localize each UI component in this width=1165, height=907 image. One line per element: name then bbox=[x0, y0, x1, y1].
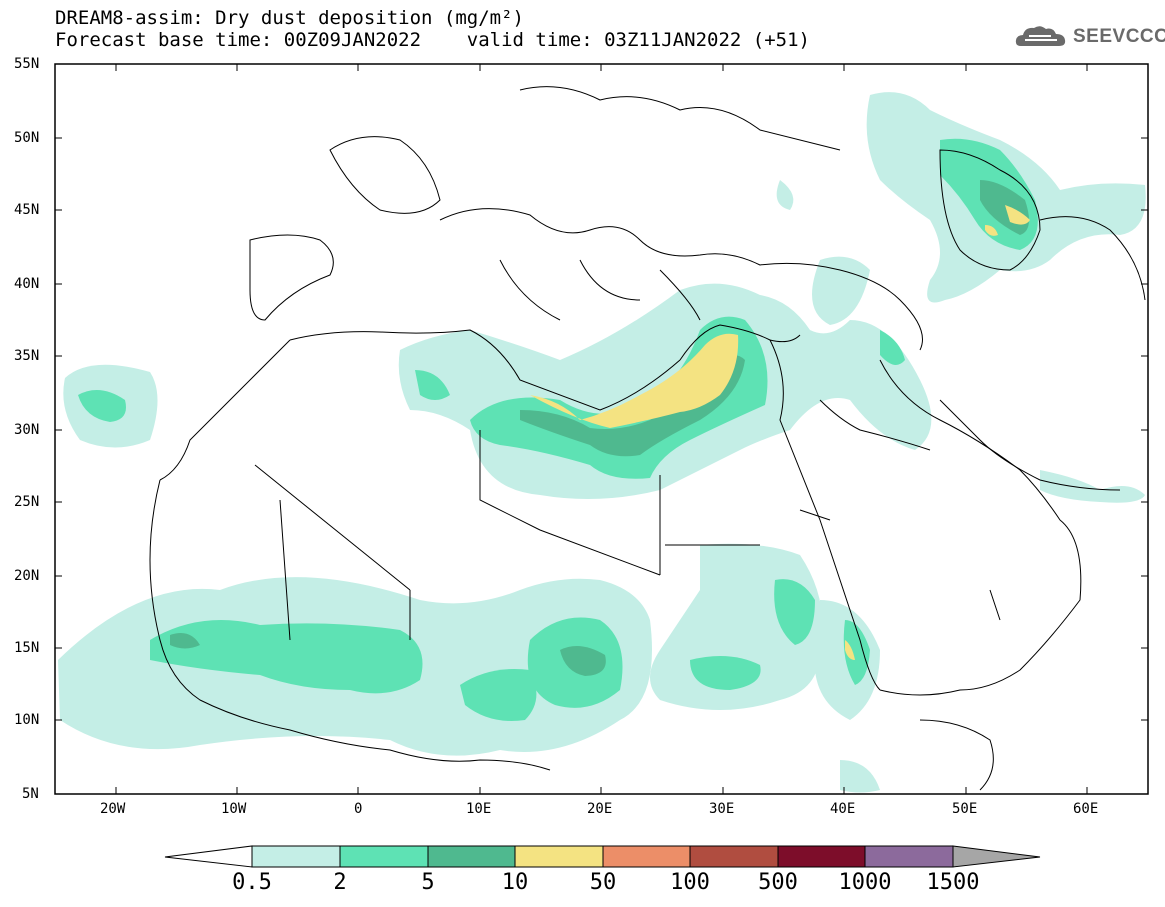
colorbar-high-arrow bbox=[952, 845, 1041, 868]
lat-label: 35N bbox=[14, 348, 40, 364]
colorbar-bin-1 bbox=[339, 845, 429, 868]
lon-label: 50E bbox=[952, 801, 978, 817]
lat-label: 55N bbox=[14, 56, 40, 72]
colorbar bbox=[164, 845, 1041, 868]
colorbar-label: 5 bbox=[421, 870, 435, 895]
lat-label: 30N bbox=[14, 422, 40, 438]
logo-text: SEEVCCC bbox=[1073, 26, 1165, 47]
colorbar-bin-7 bbox=[864, 845, 954, 868]
lon-label: 0 bbox=[354, 801, 363, 817]
colorbar-bin-2 bbox=[427, 845, 516, 868]
coastlines bbox=[149, 86, 1146, 791]
lat-label: 40N bbox=[14, 276, 40, 292]
colorbar-bin-6 bbox=[777, 845, 866, 868]
colorbar-low-arrow bbox=[164, 845, 253, 868]
lat-label: 45N bbox=[14, 202, 40, 218]
lon-label: 40E bbox=[830, 801, 856, 817]
lon-label: 10W bbox=[221, 801, 247, 817]
dust-shading bbox=[58, 92, 1146, 793]
longitude-ticks bbox=[115, 64, 1088, 794]
colorbar-label: 0.5 bbox=[232, 870, 272, 895]
lon-label: 60E bbox=[1073, 801, 1099, 817]
forecast-time-subtitle: Forecast base time: 00Z09JAN2022 valid t… bbox=[55, 29, 810, 51]
latitude-ticks bbox=[55, 63, 1148, 721]
colorbar-label: 50 bbox=[589, 870, 617, 895]
colorbar-label: 10 bbox=[501, 870, 529, 895]
lat-label: 50N bbox=[14, 130, 40, 146]
lat-label: 5N bbox=[22, 786, 39, 802]
lon-label: 20W bbox=[100, 801, 126, 817]
map-title: DREAM8-assim: Dry dust deposition (mg/m²… bbox=[55, 7, 524, 29]
colorbar-bin-3 bbox=[514, 845, 604, 868]
colorbar-label: 2 bbox=[333, 870, 347, 895]
colorbar-label: 500 bbox=[758, 870, 798, 895]
lat-label: 20N bbox=[14, 568, 40, 584]
lon-label: 20E bbox=[587, 801, 613, 817]
cloud-icon bbox=[1015, 26, 1066, 46]
colorbar-bin-0 bbox=[251, 845, 341, 868]
colorbar-label: 100 bbox=[670, 870, 710, 895]
colorbar-label: 1500 bbox=[926, 870, 980, 895]
colorbar-label: 1000 bbox=[838, 870, 892, 895]
seevccc-logo: SEEVCCC bbox=[1015, 24, 1165, 50]
colorbar-bin-5 bbox=[689, 845, 779, 868]
lat-label: 15N bbox=[14, 640, 40, 656]
lon-label: 30E bbox=[709, 801, 735, 817]
lat-label: 10N bbox=[14, 712, 40, 728]
colorbar-bin-4 bbox=[602, 845, 691, 868]
lon-label: 10E bbox=[466, 801, 492, 817]
lat-label: 25N bbox=[14, 494, 40, 510]
